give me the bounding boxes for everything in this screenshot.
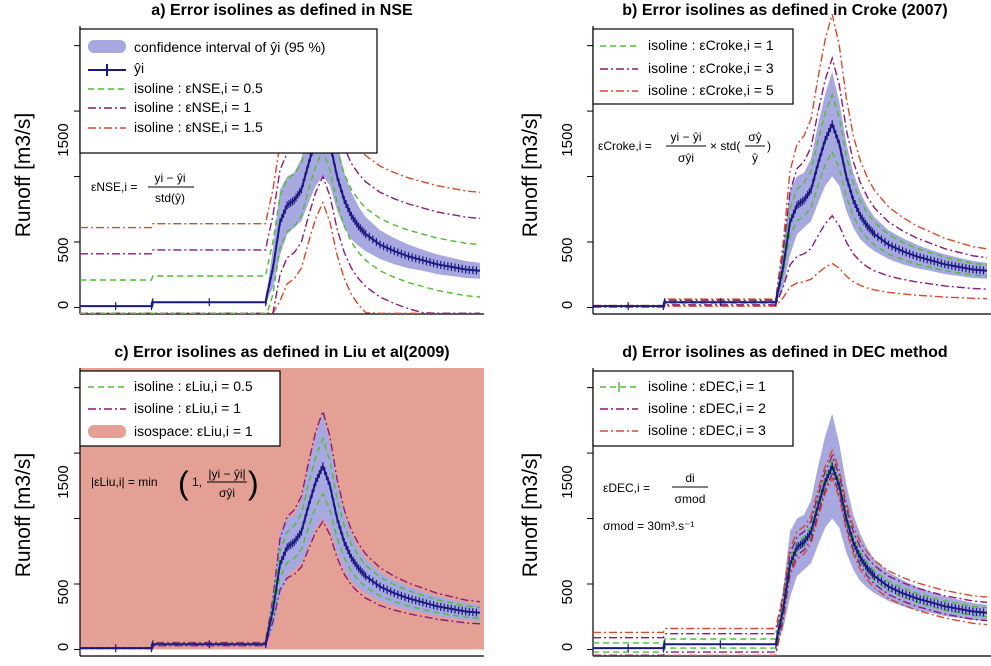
isoline-lower [593,214,988,308]
panel-d-legend-0: isoline : εDEC,i = 1 [648,378,766,394]
isoline-lower [80,174,480,314]
panel-a-legend [79,28,378,154]
panel-b-ytick-500: 500 [559,237,576,262]
panel-a-ytick-1500: 1500 [55,123,72,156]
panel-a-ytick-0: 0 [55,301,72,309]
formula-c-num: |yi − ŷi| [208,467,245,481]
panel-d-legend [592,370,794,447]
panel-c-formula: |εLiu,i| = min ( 1, |yi − ŷi| σŷi ) [91,465,259,501]
panel-d-title: d) Error isolines as defined in DEC meth… [622,344,947,361]
panel-b-formula: εCroke,i = yi − ŷi σŷi × std( σŷ ŷ ) [598,130,771,165]
formula-b-den: σŷi [678,151,694,165]
formula-c-paren-close: ) [248,465,259,501]
panel-c-legend-1: isoline : εLiu,i = 1 [134,400,241,416]
formula-d-num: di [685,471,694,485]
panel-a-plot [74,26,484,315]
formula-b-lhs: εCroke,i = [598,139,652,153]
panel-c-ytick-0: 0 [55,643,72,651]
legend-c-isospace [88,425,126,438]
panel-d-legend-2: isoline : εDEC,i = 3 [648,422,766,438]
panel-c-ylabel: Runoff [m3/s] [12,453,35,578]
panel-b-legend-0: isoline : εCroke,i = 1 [648,37,774,53]
panel-a-legend-4: isoline : εNSE,i = 1.5 [134,119,263,135]
panel-a-ytick-500: 500 [55,237,72,262]
panel-b-legend-1: isoline : εCroke,i = 3 [648,60,774,76]
legend-band-swatch [88,40,126,53]
isoline-lower [593,472,988,656]
panel-c-legend-0: isoline : εLiu,i = 0.5 [134,378,253,394]
panel-d-legend-1: isoline : εDEC,i = 2 [648,400,766,416]
isoline-upper [593,55,988,307]
panel-b-title: b) Error isolines as defined in Croke (2… [622,2,947,19]
panel-b-ytick-1500: 1500 [559,123,576,156]
isoline-lower [593,150,988,307]
panel-a-formula: εNSE,i = yi − ŷi std(ŷ) [91,171,194,205]
formula-c-lhs: |εLiu,i| = min [91,475,158,489]
isoline-lower [80,519,481,650]
isoline-upper [593,459,988,644]
panel-c-ytick-500: 500 [55,579,72,604]
panel-a: a) Error isolines as defined in NSE Runo… [12,2,484,315]
isoline-lower [593,262,988,308]
isoline-upper [80,69,481,255]
panel-a-ylabel: Runoff [m3/s] [12,113,35,238]
panel-b-legend-2: isoline : εCroke,i = 5 [648,82,774,98]
panel-d-formula: εDEC,i = di σmod σmod = 30m³.s⁻¹ [603,471,708,533]
panel-b-ytick-0: 0 [559,301,576,309]
formula-c-paren-open: ( [178,465,189,501]
panel-a-legend-1: ŷi [134,60,144,76]
isoline-upper [593,448,988,634]
panel-d-ylabel: Runoff [m3/s] [519,453,542,578]
panel-b-plot [587,14,991,315]
panel-a-legend-3: isoline : εNSE,i = 1 [134,99,251,115]
panel-a-title: a) Error isolines as defined in NSE [151,2,413,19]
isoline-upper [80,43,481,229]
formula-b-inner-num: σŷ [748,130,761,144]
isoline-lower [593,476,988,656]
panel-b-legend [592,28,794,105]
isoline-upper [593,14,988,307]
formula-b-close: ) [767,139,771,153]
panel-c-title: c) Error isolines as defined in Liu et a… [114,344,449,361]
isoline-upper [593,453,988,639]
formula-d-lhs: εDEC,i = [603,481,650,495]
panel-d-plot [587,368,991,657]
formula-c-den: σŷi [219,486,235,500]
panel-b: b) Error isolines as defined in Croke (2… [519,2,991,315]
formula-b-inner-den: ŷ [752,151,758,165]
isoline-lower [80,148,481,314]
formula-a-num: yi − ŷi [154,171,185,185]
formula-d-den: σmod [675,492,706,506]
panel-b-ylabel: Runoff [m3/s] [519,113,542,238]
panel-a-legend-2: isoline : εNSE,i = 0.5 [134,80,263,96]
formula-c-one: 1, [192,475,202,489]
panel-d: d) Error isolines as defined in DEC meth… [519,344,991,657]
panel-c-legend-2: isospace: εLiu,i = 1 [134,423,253,439]
panel-d-ytick-500: 500 [559,579,576,604]
panel-c: c) Error isolines as defined in Liu et a… [12,344,484,657]
panel-c-ytick-1500: 1500 [55,465,72,498]
formula-a-lhs: εNSE,i = [91,180,137,194]
isoline-lower [80,200,480,314]
formula-a-den: std(ŷ) [155,191,185,205]
panel-a-legend-0: confidence interval of ŷi (95 %) [134,39,325,55]
formula-b-num: yi − ŷi [670,130,701,144]
panel-d-ytick-1500: 1500 [559,465,576,498]
formula-b-std: × std( [710,139,740,153]
confidence-band [593,71,987,307]
formula-d-sigma: σmod = 30m³.s⁻¹ [603,519,694,533]
isoline-upper [80,96,481,281]
panel-d-ytick-0: 0 [559,643,576,651]
